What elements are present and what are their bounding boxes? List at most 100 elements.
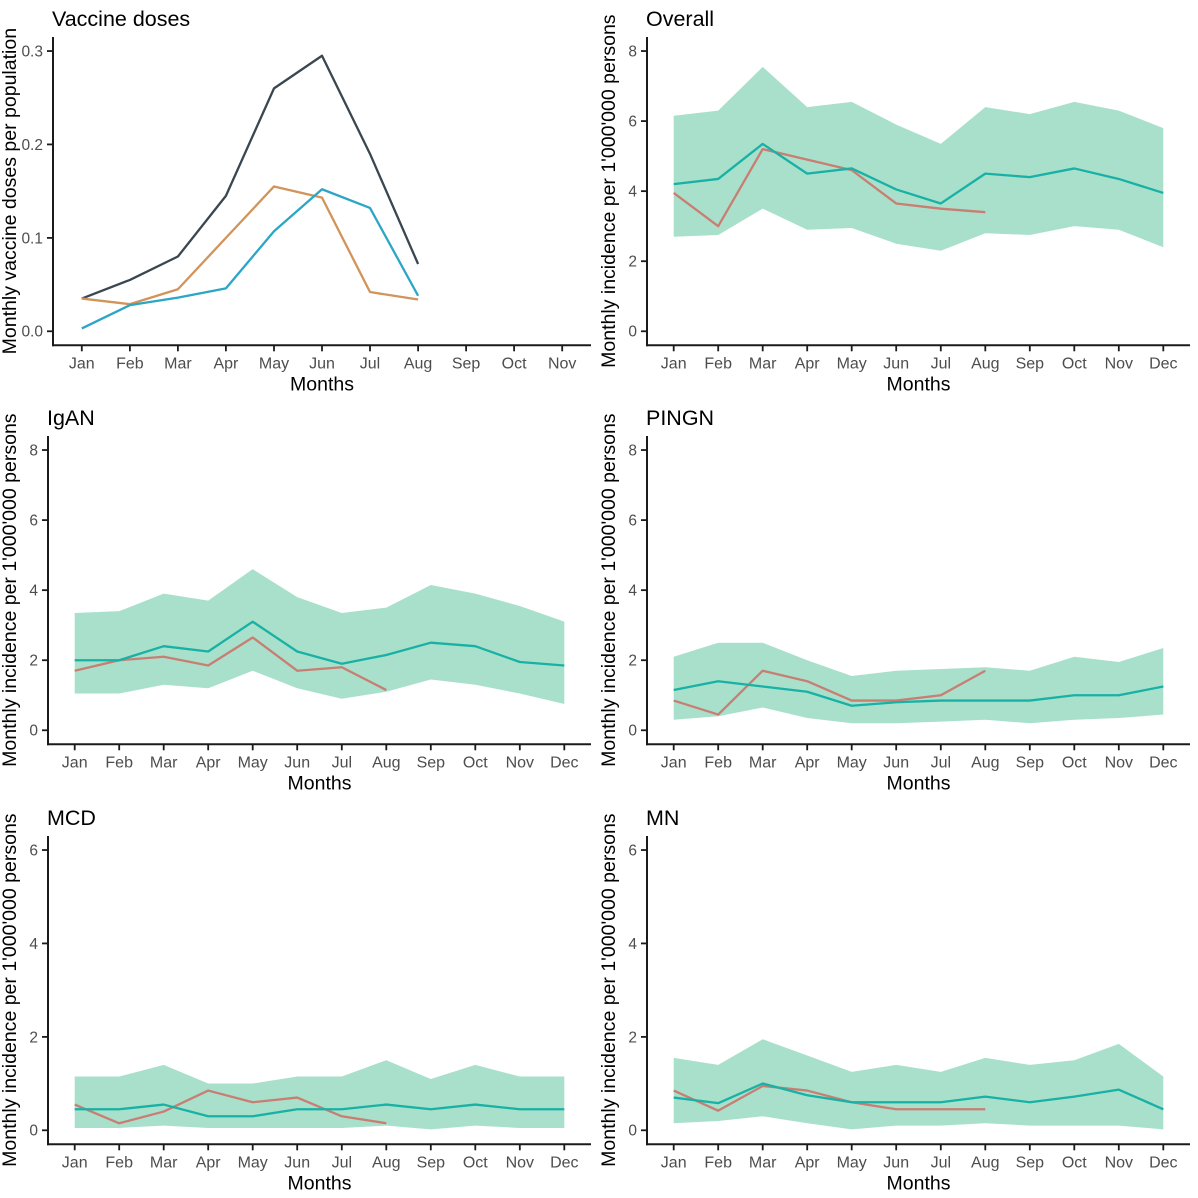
y-tick-label: 8 — [628, 43, 637, 60]
y-tick-label: 0 — [29, 1122, 38, 1139]
x-tick-label: Oct — [463, 755, 488, 772]
y-tick-label: 4 — [29, 936, 38, 953]
x-tick-label: May — [837, 355, 867, 372]
x-tick-label: Apr — [196, 1154, 222, 1171]
x-tick-label: Aug — [372, 1154, 400, 1171]
x-tick-label: Aug — [372, 755, 400, 772]
chart-panel-overall: 0 2 4 6 8 Jan Feb Mar Apr May Jun Jul Aug Sep Oct Nov De… — [599, 0, 1198, 399]
x-tick-label: Sep — [417, 1154, 446, 1171]
x-tick-label: Sep — [1016, 1154, 1045, 1171]
y-axis-label: Monthly incidence per 1'000'000 persons — [0, 414, 21, 768]
confidence-ribbon — [673, 66, 1164, 251]
confidence-ribbon — [673, 643, 1164, 724]
x-tick-label: Nov — [1105, 755, 1133, 772]
y-tick-label: 8 — [628, 443, 637, 460]
series-line-teal-line — [673, 680, 1164, 708]
panel-title: IgAN — [47, 406, 95, 430]
x-tick-label: Mar — [749, 1154, 777, 1171]
x-tick-label: Oct — [463, 1154, 488, 1171]
chart-panel-mn: 0 2 4 6 Jan Feb Mar Apr May Jun Jul Aug Sep Oct Nov Dec… — [599, 799, 1198, 1198]
x-tick-label: Apr — [795, 1154, 821, 1171]
y-tick-label: 6 — [628, 513, 637, 530]
x-tick-label: Dec — [550, 1154, 578, 1171]
series-line-blue-line — [81, 188, 420, 330]
panel-title: MCD — [47, 806, 96, 830]
y-tick-label: 2 — [29, 653, 38, 670]
x-tick-label: Dec — [1149, 755, 1177, 772]
x-tick-label: Apr — [213, 355, 239, 372]
panel-title: Vaccine doses — [52, 7, 190, 31]
series-line-orange-line — [81, 185, 419, 306]
chart-panel-igan: 0 2 4 6 8 Jan Feb Mar Apr May Jun Jul Aug Sep Oct Nov De… — [0, 399, 599, 798]
x-tick-label: Mar — [749, 755, 777, 772]
y-axis-label: Monthly incidence per 1'000'000 persons — [599, 813, 620, 1167]
x-tick-label: Oct — [1062, 755, 1087, 772]
y-tick-label: 0 — [628, 723, 637, 740]
x-tick-label: Nov — [506, 755, 534, 772]
panel-title: MN — [646, 806, 679, 830]
x-tick-label: Aug — [404, 355, 432, 372]
y-tick-label: 2 — [628, 653, 637, 670]
chart-panel-mcd: 0 2 4 6 Jan Feb Mar Apr May Jun Jul Aug Sep Oct Nov Dec… — [0, 799, 599, 1198]
y-tick-label: 4 — [628, 583, 637, 600]
y-tick-label: 2 — [628, 254, 637, 271]
y-axis-label: Monthly incidence per 1'000'000 persons — [599, 414, 620, 768]
x-tick-label: Mar — [150, 755, 178, 772]
x-tick-label: Jan — [69, 355, 95, 372]
x-tick-label: Oct — [502, 355, 527, 372]
x-tick-label: Jul — [332, 755, 352, 772]
y-tick-label: 0.1 — [21, 230, 43, 247]
x-tick-label: Oct — [1062, 355, 1087, 372]
x-tick-label: Jan — [62, 1154, 88, 1171]
x-tick-label: Jan — [661, 755, 687, 772]
panel-title: PINGN — [646, 406, 714, 430]
y-tick-label: 0 — [628, 324, 637, 341]
confidence-ribbon — [673, 1038, 1164, 1130]
chart-panel-vaccine-doses: 0.0 0.1 0.2 0.3 Jan Feb Mar Apr May Jun Jul Aug Sep O… — [0, 0, 599, 399]
x-tick-label: Jul — [931, 1154, 951, 1171]
x-tick-label: Sep — [1016, 355, 1045, 372]
y-tick-label: 4 — [29, 583, 38, 600]
y-tick-label: 0.2 — [21, 137, 43, 154]
series-line-red-line — [673, 147, 986, 228]
x-tick-label: Jan — [62, 755, 88, 772]
x-tick-label: Jul — [332, 1154, 352, 1171]
x-tick-label: Dec — [1149, 355, 1177, 372]
x-tick-label: Jun — [883, 1154, 909, 1171]
x-tick-label: Nov — [506, 1154, 534, 1171]
confidence-ribbon — [74, 569, 565, 705]
x-tick-label: Sep — [1016, 755, 1045, 772]
x-tick-label: Jun — [309, 355, 335, 372]
x-tick-label: Apr — [795, 355, 821, 372]
x-tick-label: Aug — [971, 355, 999, 372]
x-tick-label: Jun — [284, 755, 310, 772]
x-tick-label: Feb — [704, 355, 732, 372]
x-tick-label: May — [238, 755, 268, 772]
x-tick-label: Jul — [931, 355, 951, 372]
x-tick-label: Aug — [971, 1154, 999, 1171]
x-tick-label: Jan — [661, 1154, 687, 1171]
x-tick-label: May — [837, 755, 867, 772]
x-tick-label: May — [259, 355, 289, 372]
series-line-teal-line — [673, 1082, 1164, 1110]
series-line-teal-line — [74, 1103, 565, 1118]
series-line-red-line — [74, 636, 387, 692]
x-tick-label: Jan — [661, 355, 687, 372]
x-tick-label: Nov — [1105, 355, 1133, 372]
y-axis-label: Monthly incidence per 1'000'000 persons — [0, 813, 21, 1167]
y-tick-label: 0 — [628, 1122, 637, 1139]
y-tick-label: 2 — [29, 1029, 38, 1046]
x-tick-label: Feb — [105, 755, 133, 772]
x-tick-label: Jun — [284, 1154, 310, 1171]
x-axis-label: Months — [288, 773, 352, 795]
series-line-red-line — [74, 1089, 387, 1125]
y-tick-label: 0.3 — [21, 43, 43, 60]
x-tick-label: Jun — [883, 355, 909, 372]
y-tick-label: 6 — [29, 513, 38, 530]
y-tick-label: 4 — [628, 184, 637, 201]
y-tick-label: 6 — [29, 842, 38, 859]
x-tick-label: Nov — [548, 355, 576, 372]
y-tick-label: 8 — [29, 443, 38, 460]
x-tick-label: Jul — [360, 355, 380, 372]
